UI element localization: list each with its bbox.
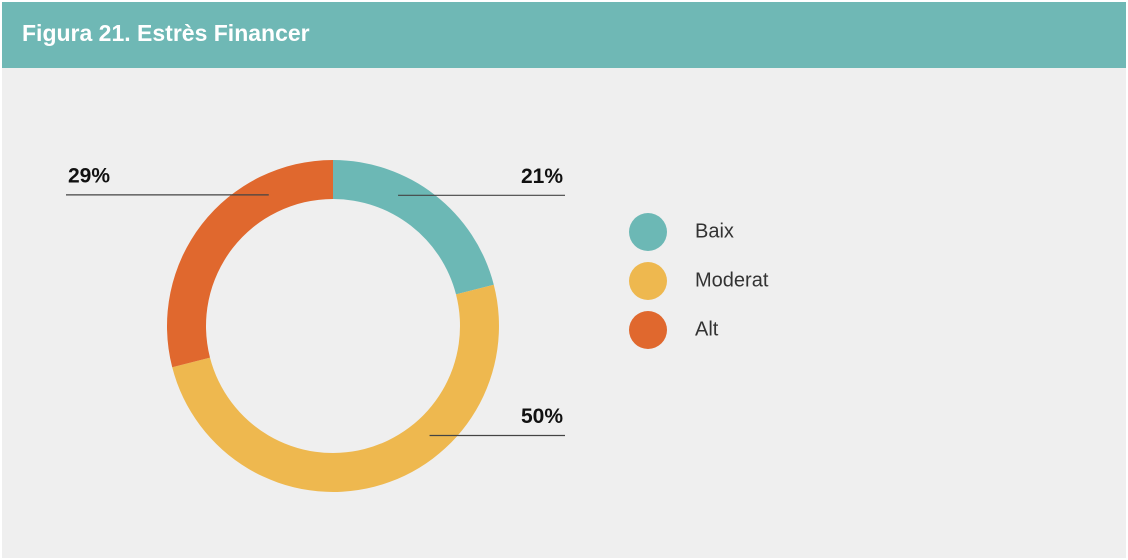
pie-slice xyxy=(172,284,499,492)
header-bar xyxy=(2,2,1126,68)
pie-slice xyxy=(167,160,333,368)
legend-swatch xyxy=(629,311,667,349)
chart-title: Figura 21. Estrès Financer xyxy=(22,20,310,46)
pie-slice xyxy=(333,160,494,295)
value-label: 21% xyxy=(521,165,563,188)
value-label: 50% xyxy=(521,405,563,428)
legend-label: Moderat xyxy=(695,269,769,291)
legend-label: Baix xyxy=(695,220,734,242)
value-label: 29% xyxy=(68,164,110,187)
legend-swatch xyxy=(629,213,667,251)
legend-swatch xyxy=(629,262,667,300)
legend-label: Alt xyxy=(695,318,719,340)
